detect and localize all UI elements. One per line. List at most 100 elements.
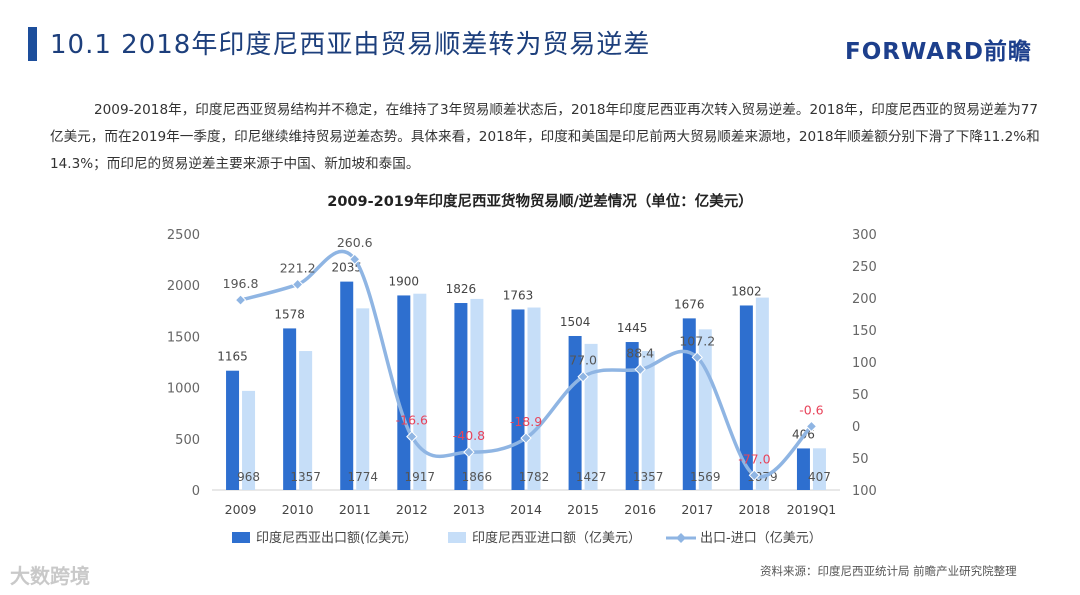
right-axis-tick-label: 0 [852, 420, 860, 435]
page-title: 10.1 2018年印度尼西亚由贸易顺差转为贸易逆差 [50, 30, 651, 60]
balance-value-label: 260.6 [337, 235, 373, 250]
balance-value-label: -77.0 [738, 451, 770, 466]
category-tick-label: 2018 [738, 502, 770, 517]
export-bar [625, 342, 639, 490]
right-axis-tick-label: 100 [852, 356, 877, 371]
category-tick-label: 2013 [453, 502, 485, 517]
balance-point [805, 420, 818, 433]
import-bar [584, 343, 598, 490]
right-axis-tick-label: 300 [852, 228, 877, 243]
export-value-label: 1165 [217, 350, 248, 364]
balance-value-label: -18.9 [510, 414, 542, 429]
export-bar [340, 281, 354, 490]
balance-point [406, 430, 418, 443]
balance-point [577, 371, 589, 383]
balance-point [291, 278, 304, 291]
export-bar [283, 328, 297, 490]
import-bar [242, 390, 256, 490]
right-axis-tick-label: 100 [852, 484, 877, 499]
import-value-label: 1774 [347, 470, 378, 484]
export-bar [682, 318, 696, 490]
balance-point [463, 446, 475, 458]
legend-label-balance: 出口-进口（亿美元） [700, 531, 822, 546]
left-axis-tick-label: 1500 [167, 330, 200, 345]
category-tick-label: 2017 [681, 502, 713, 517]
right-axis-tick-label: 250 [852, 260, 877, 275]
balance-value-label: -0.6 [799, 402, 823, 417]
export-bar [226, 370, 240, 490]
category-tick-label: 2019Q1 [787, 502, 837, 517]
balance-point [349, 253, 361, 265]
export-bar [454, 303, 468, 490]
left-axis-tick-label: 1000 [167, 382, 200, 397]
import-value-label: 1569 [690, 470, 721, 484]
left-axis-tick-label: 0 [192, 484, 200, 499]
import-bar [755, 297, 769, 490]
export-bar [796, 448, 810, 490]
import-value-label: 1866 [462, 470, 493, 484]
import-value-label: 968 [237, 470, 260, 484]
title-accent-bar [28, 27, 37, 61]
summary-paragraph: 2009-2018年，印度尼西亚贸易结构并不稳定，在维持了3年贸易顺差状态后，2… [50, 102, 1040, 172]
export-value-label: 1900 [389, 274, 420, 288]
import-bar [299, 351, 313, 490]
import-bar [356, 308, 370, 490]
category-tick-label: 2015 [567, 502, 599, 517]
balance-value-label: 77.0 [569, 353, 597, 368]
category-tick-label: 2009 [225, 502, 257, 517]
balance-value-label: 107.2 [679, 333, 715, 348]
right-axis-tick-label: 50 [852, 388, 869, 403]
balance-value-label: -16.6 [396, 413, 428, 428]
export-value-label: 1763 [503, 288, 534, 302]
export-value-label: 1826 [446, 282, 477, 296]
category-tick-label: 2012 [396, 502, 428, 517]
export-value-label: 1445 [617, 321, 648, 335]
source-note: 资料来源：印度尼西亚统计局 前瞻产业研究院整理 [760, 564, 1017, 578]
export-bar [739, 305, 753, 490]
export-bar [397, 295, 411, 490]
left-axis-tick-label: 2000 [167, 279, 200, 294]
right-axis-tick-label: 50 [852, 452, 869, 467]
export-value-label: 1676 [674, 297, 705, 311]
legend-label-import: 印度尼西亚进口额（亿美元） [472, 530, 641, 546]
balance-point [634, 363, 646, 376]
import-bar [698, 329, 712, 490]
legend-marker-balance [676, 533, 686, 543]
balance-value-label: 196.8 [223, 276, 259, 291]
category-tick-label: 2016 [624, 502, 656, 517]
balance-point [748, 469, 761, 481]
import-bar [812, 448, 826, 490]
chart-title: 2009-2019年印度尼西亚货物贸易顺/逆差情况（单位：亿美元） [327, 194, 753, 210]
balance-value-label: 88.4 [626, 345, 654, 360]
right-axis-tick-label: 200 [852, 292, 877, 307]
export-value-label: 1578 [274, 307, 305, 321]
import-bar [413, 293, 427, 490]
watermark-text: 大数跨境 [10, 564, 90, 588]
category-tick-label: 2014 [510, 502, 542, 517]
legend-label-export: 印度尼西亚出口额(亿美元） [256, 530, 417, 546]
right-axis-tick-label: 150 [852, 324, 877, 339]
balance-point [520, 432, 532, 444]
export-bar [511, 309, 525, 490]
legend-swatch-export [232, 532, 250, 543]
balance-point [691, 351, 703, 364]
import-value-label: 1357 [290, 470, 321, 484]
export-value-label: 1802 [731, 284, 762, 298]
legend-swatch-import [448, 532, 466, 543]
import-value-label: 1357 [633, 470, 664, 484]
category-tick-label: 2011 [339, 502, 371, 517]
balance-value-label: 221.2 [280, 260, 316, 275]
balance-point [234, 294, 247, 306]
import-bar [527, 307, 541, 490]
balance-value-label: -40.8 [453, 428, 485, 443]
export-value-label: 1504 [560, 315, 591, 329]
import-value-label: 1782 [519, 470, 550, 484]
brand-logo: FORWARD前瞻 [845, 39, 1032, 65]
import-value-label: 1427 [576, 470, 607, 484]
export-bar [568, 335, 582, 490]
import-value-label: 1917 [405, 470, 436, 484]
import-bar [641, 351, 655, 490]
import-bar [470, 298, 484, 490]
category-tick-label: 2010 [282, 502, 314, 517]
